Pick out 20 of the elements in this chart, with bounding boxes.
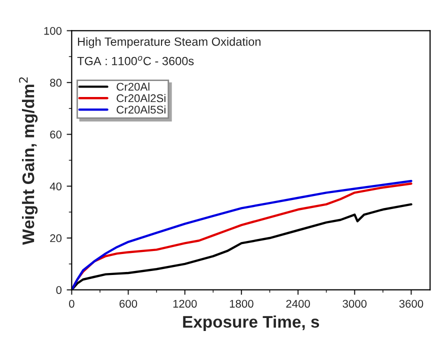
x-tick-label: 0	[69, 300, 74, 308]
y-tick-label: 40	[50, 182, 62, 190]
legend-label: Cr20Al5Si	[116, 105, 166, 114]
x-axis-title: Exposure Time, s	[183, 315, 320, 332]
x-tick-label: 600	[120, 300, 138, 308]
y-tick-label: 0	[56, 286, 62, 294]
x-tick-label: 1200	[173, 300, 197, 308]
y-tick-label: 60	[50, 130, 62, 138]
y-axis-title: Weight Gain, mg/dm$^{2}$	[19, 77, 38, 245]
y-tick-label: 80	[50, 78, 62, 87]
legend-label: Cr20Al	[116, 82, 150, 91]
annotation: TGA : 1100$^{o}$C - 3600s	[77, 56, 194, 66]
y-tick-label: 100	[44, 26, 62, 35]
y-tick-label: 20	[50, 234, 62, 242]
x-tick-label: 2400	[286, 300, 310, 308]
legend-label: Cr20Al2Si	[116, 94, 166, 102]
x-tick-label: 3600	[399, 300, 424, 308]
annotation: High Temperature Steam Oxidation	[78, 37, 260, 48]
x-tick-label: 1800	[230, 300, 254, 308]
x-tick-label: 3000	[342, 300, 367, 308]
